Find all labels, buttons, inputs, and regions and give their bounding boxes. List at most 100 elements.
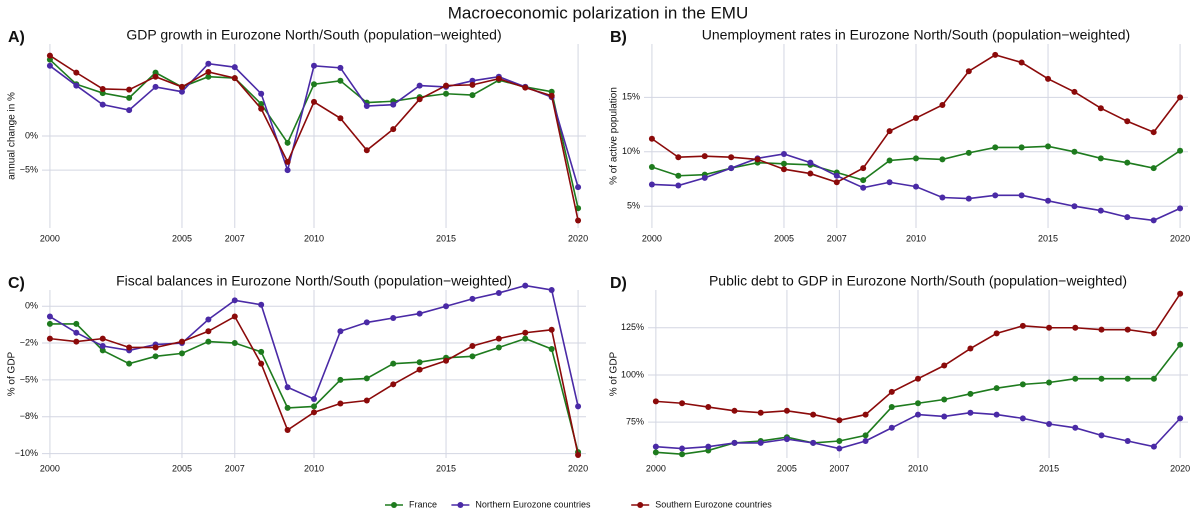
- x-tick-label: 2020: [568, 233, 588, 243]
- data-point: [886, 179, 893, 186]
- data-point: [548, 287, 555, 293]
- data-point: [757, 439, 764, 446]
- data-point: [73, 320, 80, 327]
- y-tick-label: −5%: [20, 164, 38, 174]
- data-point: [231, 313, 238, 320]
- data-point: [1097, 207, 1104, 214]
- data-point: [1018, 59, 1025, 66]
- data-point: [1045, 75, 1052, 82]
- data-point: [1124, 159, 1131, 166]
- data-point: [73, 338, 80, 345]
- data-point: [886, 157, 893, 164]
- x-tick-label: 2010: [908, 463, 928, 473]
- data-point: [443, 303, 450, 310]
- data-point: [390, 315, 397, 321]
- x-tick-label: 2007: [225, 233, 245, 243]
- data-point: [886, 128, 893, 135]
- data-point: [648, 164, 655, 171]
- data-point: [1177, 205, 1184, 212]
- data-point: [337, 400, 344, 407]
- data-point: [99, 335, 106, 342]
- data-point: [363, 147, 370, 154]
- data-point: [46, 320, 53, 327]
- data-point: [178, 350, 185, 357]
- data-point: [390, 126, 397, 133]
- data-point: [862, 438, 869, 445]
- legend-swatch-dot: [637, 502, 644, 508]
- data-point: [780, 166, 787, 173]
- data-point: [810, 411, 817, 418]
- data-point: [862, 411, 869, 418]
- panel-label: D): [610, 275, 627, 292]
- data-point: [469, 295, 476, 302]
- data-point: [337, 328, 344, 335]
- data-point: [258, 301, 265, 308]
- data-point: [258, 100, 265, 107]
- data-point: [888, 424, 895, 431]
- data-point: [178, 88, 185, 95]
- data-point: [810, 439, 817, 446]
- y-tick-label: −10%: [15, 448, 38, 458]
- data-point: [284, 167, 291, 174]
- data-point: [913, 155, 919, 162]
- data-point: [495, 335, 502, 342]
- x-tick-label: 2007: [827, 233, 847, 243]
- data-point: [915, 375, 921, 382]
- data-point: [939, 194, 946, 201]
- x-tick-label: 2010: [304, 463, 324, 473]
- x-tick-label: 2005: [777, 463, 797, 473]
- data-point: [1177, 341, 1184, 348]
- data-point: [862, 432, 869, 439]
- data-point: [495, 289, 502, 296]
- y-tick-label: 0%: [25, 130, 38, 140]
- data-point: [1018, 144, 1025, 151]
- data-point: [205, 68, 212, 75]
- data-point: [1072, 375, 1079, 382]
- data-point: [783, 436, 790, 443]
- x-tick-label: 2005: [172, 463, 192, 473]
- data-point: [231, 64, 238, 71]
- data-point: [363, 319, 370, 326]
- y-tick-label: 5%: [627, 201, 640, 211]
- data-point: [967, 390, 974, 397]
- data-point: [284, 427, 291, 433]
- data-point: [836, 438, 843, 445]
- data-point: [965, 68, 972, 75]
- data-point: [652, 443, 659, 450]
- data-point: [390, 101, 397, 108]
- data-point: [443, 90, 450, 97]
- data-point: [231, 75, 238, 82]
- data-point: [126, 360, 133, 367]
- data-point: [780, 150, 787, 157]
- y-tick-label: −8%: [20, 411, 38, 421]
- data-point: [1019, 322, 1026, 329]
- y-tick-label: −2%: [20, 337, 38, 347]
- data-point: [1071, 148, 1078, 155]
- legend-swatch-dot: [391, 502, 397, 508]
- data-point: [939, 101, 946, 108]
- data-point: [284, 158, 291, 165]
- figure-title: Macroeconomic polarization in the EMU: [448, 3, 748, 22]
- x-tick-label: 2000: [646, 463, 666, 473]
- data-point: [311, 98, 317, 105]
- data-point: [679, 400, 686, 407]
- data-point: [469, 81, 476, 88]
- data-point: [1071, 88, 1078, 95]
- data-point: [443, 82, 450, 89]
- y-tick-label: 10%: [622, 146, 640, 156]
- data-point: [99, 85, 106, 92]
- x-tick-label: 2000: [40, 463, 60, 473]
- data-point: [126, 107, 133, 114]
- data-point: [284, 384, 291, 391]
- data-point: [679, 445, 686, 452]
- data-point: [941, 362, 948, 369]
- data-point: [860, 184, 867, 191]
- data-point: [1098, 432, 1105, 439]
- data-point: [1150, 375, 1157, 382]
- y-tick-label: 125%: [621, 322, 644, 332]
- data-point: [46, 335, 53, 342]
- data-point: [1124, 326, 1131, 333]
- y-axis-label: annual change in %: [7, 92, 18, 180]
- legend-label: Northern Eurozone countries: [475, 499, 591, 509]
- data-point: [1019, 415, 1026, 422]
